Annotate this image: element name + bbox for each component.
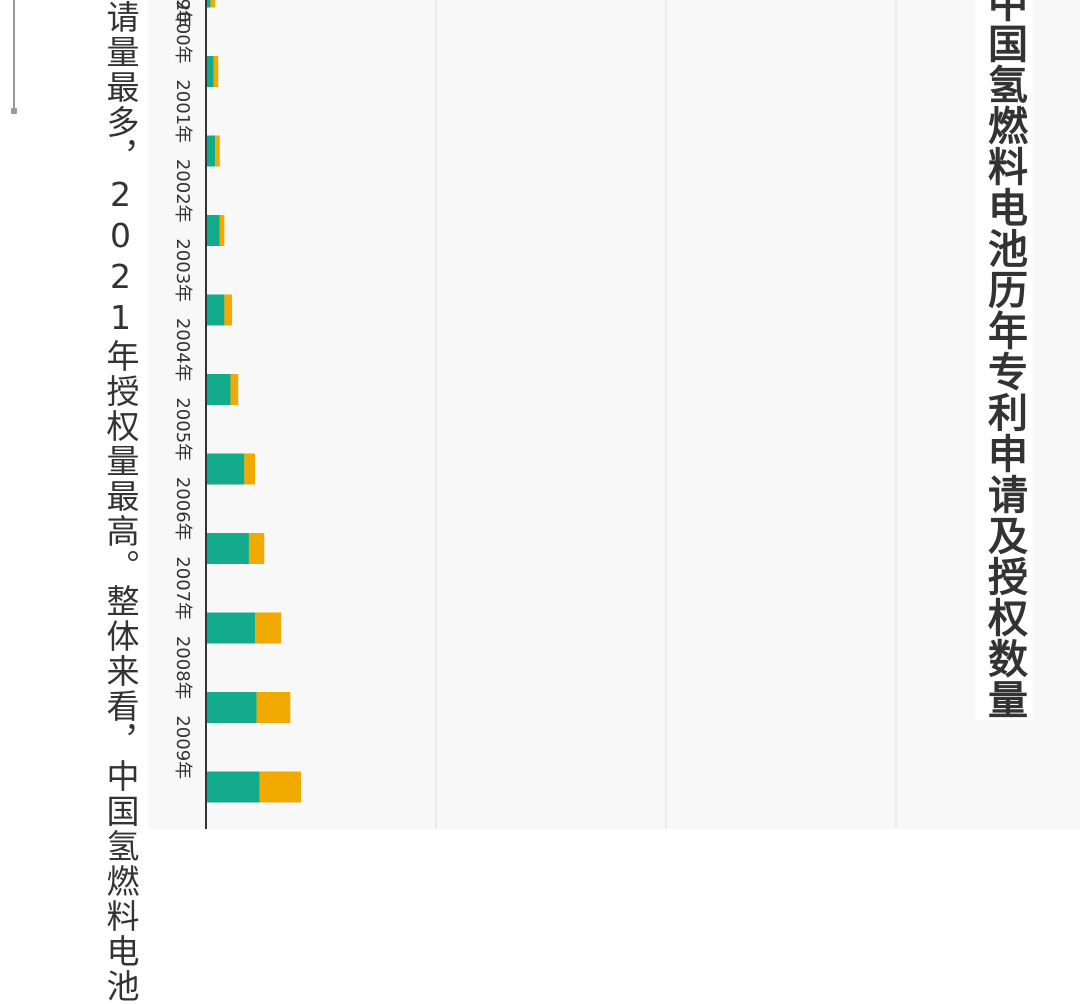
category-tick-label: 2001年 <box>172 79 193 143</box>
bar-segment <box>206 374 231 405</box>
bar-segment <box>206 533 249 564</box>
category-tick-label: 2008年 <box>172 636 193 700</box>
bar-segment <box>256 692 291 723</box>
bar-segment <box>206 612 256 644</box>
bar-segment <box>259 771 302 803</box>
bar-segment <box>230 374 239 405</box>
category-tick-label: 2007年 <box>172 556 193 620</box>
bar-segment <box>206 0 211 8</box>
category-tick-label: 2005年 <box>172 397 193 461</box>
category-tick-label: 2000年 <box>172 0 193 64</box>
scroll-indicator[interactable] <box>13 0 15 112</box>
bar-segment <box>255 612 282 644</box>
bar-segment <box>213 56 219 87</box>
bar-segment <box>206 692 257 723</box>
scroll-indicator-tip <box>11 108 17 114</box>
bar-segment <box>206 294 225 326</box>
category-tick-label: 2006年 <box>172 477 193 541</box>
bar-segment <box>206 771 260 803</box>
category-tick-label: 2004年 <box>172 318 193 382</box>
bar-segment <box>219 215 225 246</box>
chart-plot: 1999年2000年 2001年 2002年 2003年 2004年 2005年 2006年… <box>172 0 897 829</box>
category-tick-label: 1999年 <box>172 0 193 28</box>
category-tick-label: 2003年 <box>172 238 193 302</box>
bar-segment <box>244 453 256 485</box>
bar-segment <box>210 0 216 8</box>
bar-segment <box>206 215 220 246</box>
bar-segment <box>248 533 265 564</box>
bar-segment <box>206 453 245 485</box>
bar-segment <box>224 294 233 326</box>
chart-panel <box>148 0 1080 829</box>
category-tick-label: 2002年 <box>172 159 193 223</box>
bar-segment <box>206 56 214 87</box>
bar-segment <box>215 135 220 167</box>
category-tick-label: 2009年 <box>172 715 193 779</box>
article-caption: 请量最多，2021年授权量最高。整体来看，中国氢燃料电池 <box>101 0 140 1004</box>
bar-segment <box>206 135 216 167</box>
chart-title: 中国氢燃料电池历年专利申请及授权数量 <box>975 0 1033 720</box>
